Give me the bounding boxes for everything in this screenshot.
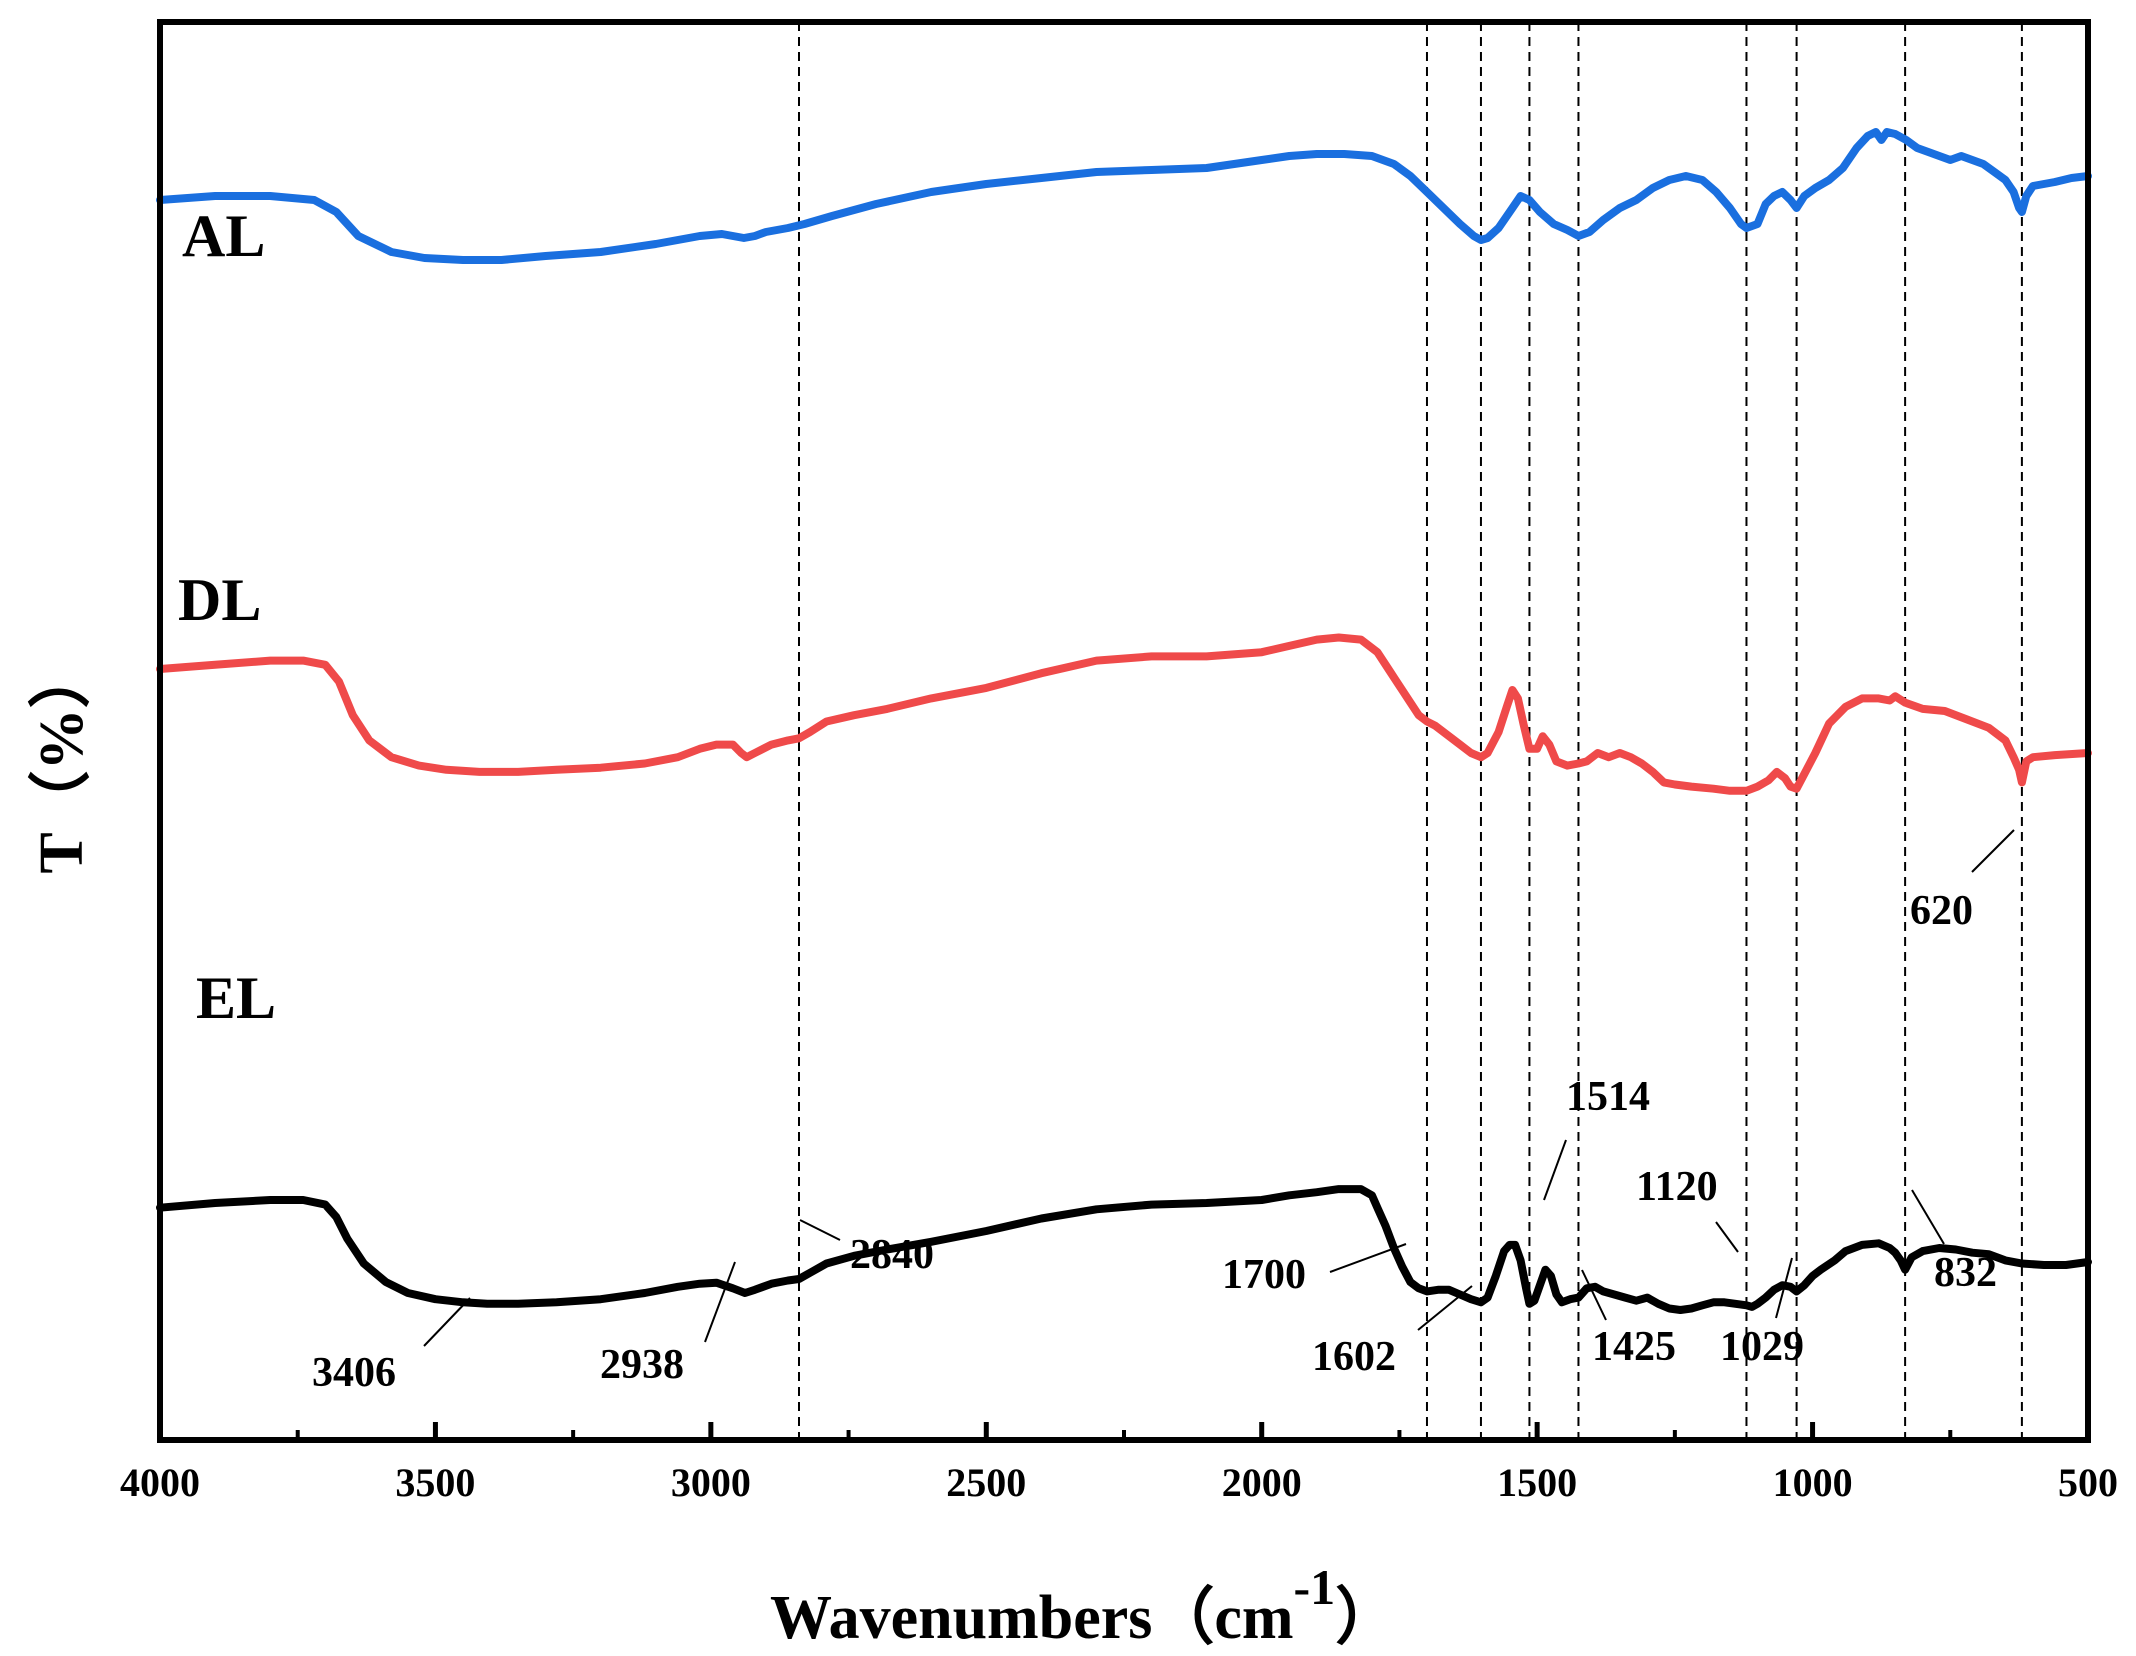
x-tick-label-500: 500	[2058, 1460, 2118, 1505]
leader-2840	[799, 1219, 841, 1241]
leader-1425	[1581, 1269, 1607, 1321]
series-curves	[156, 128, 2092, 1314]
x-axis-title-main: Wavenumbers（cm	[770, 1582, 1294, 1652]
peak-label-1700: 1700	[1222, 1252, 1306, 1298]
leader-2938	[704, 1261, 736, 1343]
peak-label-832: 832	[1934, 1250, 1997, 1296]
peak-label-1602: 1602	[1312, 1334, 1396, 1380]
peak-label-2938: 2938	[600, 1342, 684, 1388]
leader-1514	[1543, 1139, 1567, 1201]
leader-620	[1971, 829, 2015, 873]
series-label-el: EL	[196, 965, 276, 1031]
x-tick-label-1500: 1500	[1497, 1460, 1577, 1505]
x-axis-title-superscript: -1	[1294, 1559, 1336, 1615]
x-tick-label-3000: 3000	[671, 1460, 751, 1505]
x-axis-tick-labels: 4000 3500 3000 2500 2000 1500 1000 500	[120, 1460, 2118, 1505]
peak-label-1029: 1029	[1720, 1324, 1804, 1370]
peak-label-620: 620	[1910, 888, 1973, 934]
x-tick-label-2500: 2500	[946, 1460, 1026, 1505]
series-label-dl: DL	[178, 567, 261, 633]
series-line-el	[156, 1185, 2092, 1314]
leader-3406	[423, 1297, 471, 1347]
peak-label-1514: 1514	[1566, 1074, 1650, 1120]
x-tick-label-1000: 1000	[1773, 1460, 1853, 1505]
leader-1700	[1329, 1243, 1407, 1273]
leader-1120	[1715, 1221, 1739, 1253]
x-axis-ticks	[157, 1422, 2091, 1440]
series-line-al	[156, 128, 2092, 264]
x-axis-title-close: ）	[1335, 1582, 1397, 1652]
peak-label-1120: 1120	[1636, 1164, 1718, 1210]
leader-1602	[1417, 1285, 1473, 1331]
reference-lines	[797, 22, 2023, 1440]
peak-label-2840: 2840	[850, 1232, 934, 1278]
peak-label-1425: 1425	[1592, 1324, 1676, 1370]
x-tick-label-3500: 3500	[395, 1460, 475, 1505]
x-tick-label-2000: 2000	[1222, 1460, 1302, 1505]
leader-1029	[1775, 1257, 1793, 1319]
x-tick-label-4000: 4000	[120, 1460, 200, 1505]
series-label-al: AL	[182, 203, 265, 269]
peak-label-3406: 3406	[312, 1350, 396, 1396]
plot-frame	[157, 19, 2091, 1443]
y-axis-title: T（%）	[26, 646, 96, 873]
peak-annotations: 3406 2938 2840 1700 1602 1514 1425 1120 …	[312, 829, 2015, 1396]
leader-832	[1911, 1189, 1945, 1245]
series-line-dl	[156, 633, 2092, 795]
x-axis-title: Wavenumbers（cm-1）	[770, 1559, 1397, 1652]
